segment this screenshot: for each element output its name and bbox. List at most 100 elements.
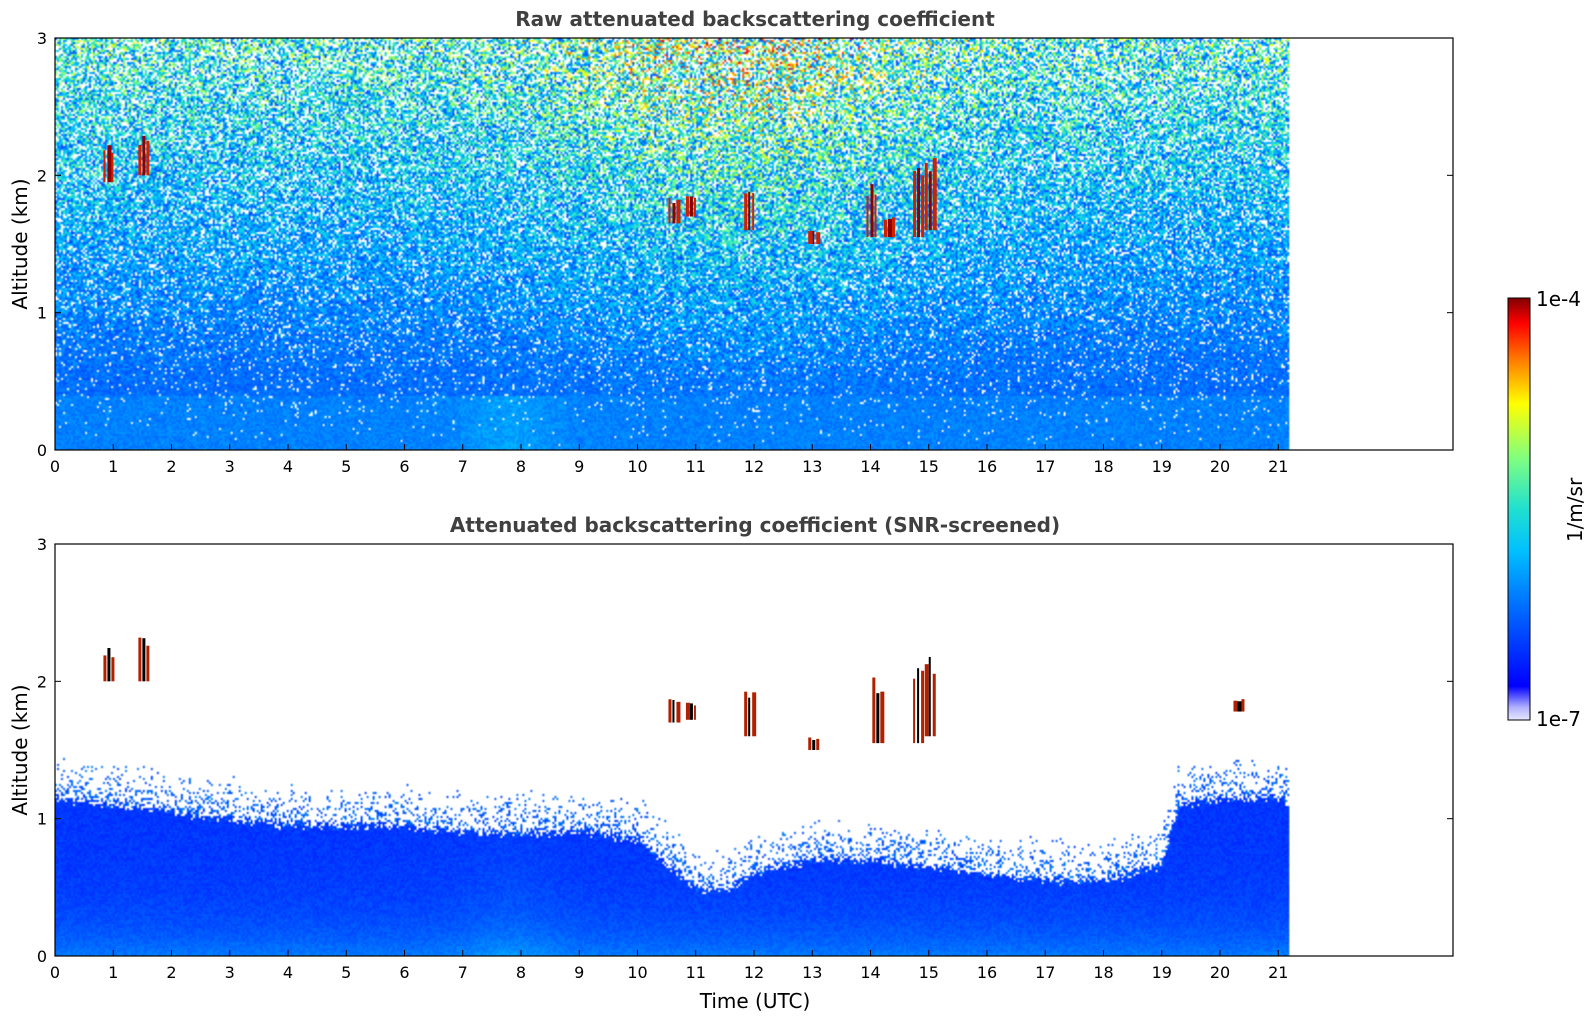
cloud-feature — [924, 162, 928, 231]
x-tick-label: 15 — [919, 963, 939, 982]
x-tick-label: 1 — [108, 457, 118, 476]
x-tick-label: 21 — [1268, 457, 1288, 476]
x-tick-label: 2 — [166, 457, 176, 476]
cloud-feature — [146, 140, 150, 176]
x-tick-label: 17 — [1035, 457, 1055, 476]
x-tick-label: 12 — [744, 963, 764, 982]
cloud-feature — [142, 638, 146, 682]
cloud-feature — [913, 170, 917, 238]
cloud-feature — [891, 217, 895, 238]
x-tick-label: 0 — [50, 457, 60, 476]
x-tick-label: 16 — [977, 457, 997, 476]
y-tick-label: 0 — [37, 947, 47, 966]
cloud-feature — [812, 739, 816, 750]
cloud-feature — [744, 691, 748, 737]
cloud-feature — [924, 664, 929, 737]
x-tick-label: 19 — [1152, 457, 1172, 476]
x-tick-label: 10 — [627, 963, 647, 982]
cloud-feature — [752, 193, 755, 231]
panel-raw-ylabel: Altitude (km) — [8, 178, 32, 309]
cloud-feature — [138, 144, 142, 176]
x-tick-label: 3 — [225, 963, 235, 982]
cloud-feature — [676, 701, 681, 723]
panel-screened-cloud-features — [103, 637, 1245, 750]
x-tick-label: 8 — [516, 457, 526, 476]
cloud-feature — [816, 232, 821, 244]
panel-screened: Attenuated backscattering coefficient (S… — [8, 513, 1454, 1013]
x-tick-label: 6 — [399, 963, 409, 982]
x-tick-label: 20 — [1210, 963, 1230, 982]
cloud-feature — [880, 691, 885, 744]
y-tick-label: 0 — [37, 441, 47, 460]
x-tick-label: 11 — [686, 457, 706, 476]
x-tick-label: 5 — [341, 457, 351, 476]
cloud-feature — [932, 158, 937, 231]
cloud-feature — [138, 637, 142, 682]
cloud-feature — [883, 219, 887, 238]
cloud-feature — [685, 702, 690, 720]
y-tick-label: 2 — [37, 166, 47, 185]
x-tick-label: 18 — [1093, 457, 1113, 476]
panel-raw-heatmap — [55, 38, 1453, 450]
cloud-feature — [676, 199, 681, 224]
cloud-feature — [693, 705, 696, 720]
cloud-feature — [921, 175, 925, 238]
panel-raw: Raw attenuated backscattering coefficien… — [8, 7, 1454, 476]
colorbar-unit-label: 1/m/sr — [1563, 477, 1587, 542]
x-tick-label: 11 — [686, 963, 706, 982]
y-tick-label: 1 — [37, 304, 47, 323]
cloud-feature — [928, 656, 931, 737]
cloud-feature — [928, 171, 932, 231]
y-tick-label: 3 — [37, 29, 47, 48]
cloud-feature — [917, 668, 920, 744]
x-tick-label: 1 — [108, 963, 118, 982]
x-tick-label: 7 — [458, 457, 468, 476]
panel-screened-title: Attenuated backscattering coefficient (S… — [450, 513, 1060, 537]
x-tick-label: 12 — [744, 457, 764, 476]
cloud-feature — [748, 191, 751, 231]
cloud-feature — [748, 697, 751, 737]
x-tick-label: 4 — [283, 963, 293, 982]
x-tick-label: 14 — [860, 963, 880, 982]
cloud-feature — [872, 677, 876, 744]
colorbar-max-label: 1e-4 — [1536, 287, 1581, 311]
x-tick-label: 10 — [627, 457, 647, 476]
cloud-feature — [668, 699, 672, 723]
y-tick-label: 1 — [37, 810, 47, 829]
cloud-feature — [1237, 701, 1242, 712]
y-tick-label: 2 — [37, 672, 47, 691]
cloud-feature — [876, 693, 880, 744]
x-tick-label: 4 — [283, 457, 293, 476]
cloud-feature — [866, 195, 869, 238]
cloud-feature — [111, 152, 114, 183]
x-tick-label: 5 — [341, 963, 351, 982]
cloud-feature — [808, 737, 812, 750]
x-tick-label: 20 — [1210, 457, 1230, 476]
x-tick-label: 9 — [574, 457, 584, 476]
cloud-feature — [913, 678, 916, 744]
cloud-feature — [672, 202, 676, 224]
panel-screened-xlabel: Time (UTC) — [699, 989, 811, 1013]
cloud-feature — [1233, 700, 1238, 712]
cloud-feature — [932, 673, 936, 737]
colorbar-gradient — [1507, 297, 1531, 721]
cloud-feature — [808, 231, 813, 244]
cloud-feature — [917, 168, 921, 238]
x-tick-label: 2 — [166, 963, 176, 982]
cloud-feature — [752, 692, 757, 737]
cloud-feature — [744, 193, 748, 231]
cloud-feature — [146, 645, 150, 682]
cloud-feature — [672, 699, 675, 723]
cloud-feature — [689, 703, 693, 720]
x-tick-label: 18 — [1093, 963, 1113, 982]
x-tick-label: 3 — [225, 457, 235, 476]
x-tick-label: 13 — [802, 457, 822, 476]
cloud-feature — [103, 655, 107, 682]
cloud-feature — [685, 196, 689, 217]
x-tick-label: 21 — [1268, 963, 1288, 982]
x-tick-label: 15 — [919, 457, 939, 476]
x-tick-label: 19 — [1152, 963, 1172, 982]
